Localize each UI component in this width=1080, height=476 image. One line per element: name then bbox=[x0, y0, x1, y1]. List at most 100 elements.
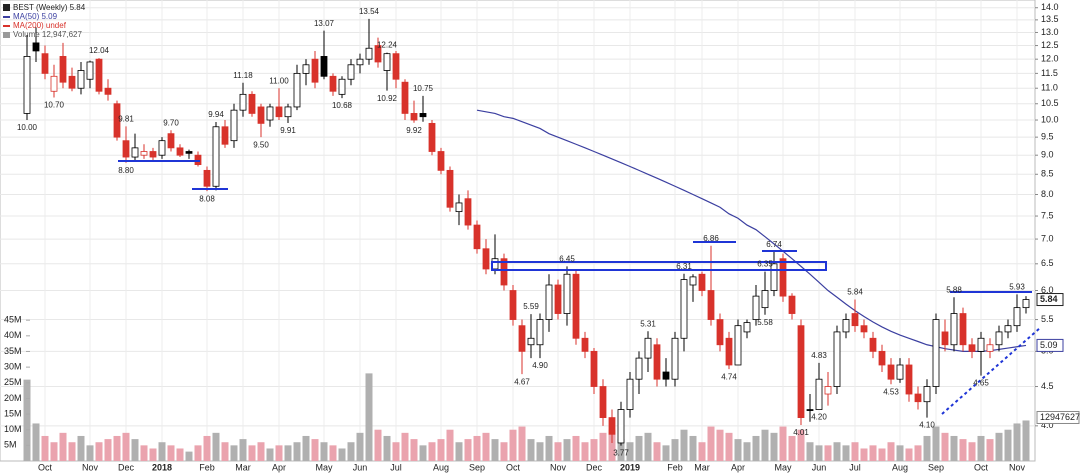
legend: BEST (Weekly) 5.84 MA(50) 5.09 MA(200) u… bbox=[3, 3, 86, 39]
volume-bar bbox=[860, 448, 868, 461]
candle-body bbox=[716, 319, 724, 346]
candle-body bbox=[230, 109, 238, 142]
volume-bar bbox=[59, 432, 67, 461]
low-label: 4.90 bbox=[532, 361, 548, 370]
high-label: 5.93 bbox=[1009, 283, 1025, 292]
candle-body bbox=[842, 319, 850, 333]
y-tick-label: 4.0 bbox=[1041, 420, 1054, 430]
candle-body bbox=[896, 364, 904, 380]
candle-body bbox=[959, 313, 967, 346]
low-label: 3.77 bbox=[613, 449, 629, 458]
volume-bar bbox=[941, 432, 949, 461]
volume-bar bbox=[482, 432, 490, 461]
candle-body bbox=[941, 331, 949, 346]
price-box-bg bbox=[1036, 293, 1064, 307]
volume-bar bbox=[698, 442, 706, 461]
volume-bar bbox=[653, 442, 661, 461]
volume-tick-label: 35M bbox=[4, 346, 22, 356]
x-tick-label: Aug bbox=[433, 462, 449, 472]
volume-bar bbox=[752, 435, 760, 461]
volume-bar bbox=[329, 445, 337, 461]
candle-body bbox=[131, 147, 139, 158]
candle-body bbox=[662, 371, 670, 380]
candle-body bbox=[149, 151, 157, 158]
volume-bar bbox=[923, 435, 931, 461]
candle-body bbox=[104, 87, 112, 95]
volume-bar bbox=[194, 445, 202, 461]
x-tick-label: May bbox=[315, 462, 333, 472]
candle-body bbox=[554, 284, 562, 314]
volume-bar bbox=[896, 445, 904, 461]
candle-body bbox=[95, 58, 103, 92]
volume-bar bbox=[959, 439, 967, 461]
candle-body bbox=[698, 273, 706, 291]
volume-bar bbox=[770, 432, 778, 461]
x-tick-label: Apr bbox=[272, 462, 286, 472]
volume-bar bbox=[950, 435, 958, 461]
volume-bar bbox=[680, 429, 688, 461]
volume-bar bbox=[500, 442, 508, 461]
low-label: 5.58 bbox=[757, 318, 773, 327]
volume-bar bbox=[338, 448, 346, 461]
candle-body bbox=[905, 364, 913, 395]
volume-bar bbox=[446, 429, 454, 461]
volume-bar bbox=[437, 439, 445, 461]
candle-body bbox=[1004, 325, 1012, 333]
candle-body bbox=[266, 106, 274, 121]
volume-bar bbox=[887, 442, 895, 461]
candle-body bbox=[167, 133, 175, 149]
candle-body bbox=[41, 53, 49, 74]
volume-bar bbox=[734, 439, 742, 461]
volume-layer bbox=[23, 373, 1030, 461]
candle-body bbox=[68, 75, 76, 89]
volume-bar bbox=[581, 442, 589, 461]
candle-body bbox=[779, 258, 787, 297]
ma-box-bg bbox=[1036, 338, 1064, 352]
high-label: 5.31 bbox=[640, 319, 656, 328]
volume-bar bbox=[167, 445, 175, 461]
price-box: 5.84 bbox=[1040, 294, 1058, 304]
volume-bar bbox=[968, 442, 976, 461]
candle-body bbox=[455, 202, 463, 213]
low-label: 9.92 bbox=[406, 126, 422, 135]
x-tick-label: Mar bbox=[694, 462, 710, 472]
volume-bar bbox=[473, 435, 481, 461]
volume-bar bbox=[761, 429, 769, 461]
candle-body bbox=[356, 58, 364, 66]
volume-bar bbox=[662, 445, 670, 461]
candle-body bbox=[887, 364, 895, 380]
y-tick-label: 11.0 bbox=[1041, 83, 1058, 93]
volume-bar bbox=[185, 451, 193, 461]
volume-bar bbox=[707, 426, 715, 461]
high-label: 12.24 bbox=[377, 41, 398, 50]
volume-bar bbox=[104, 439, 112, 461]
y-tick-label: 10.0 bbox=[1041, 114, 1059, 124]
candle-body bbox=[806, 409, 814, 411]
low-label: 4.10 bbox=[919, 421, 935, 430]
x-tick-label: Apr bbox=[731, 462, 745, 472]
candle-body bbox=[797, 325, 805, 418]
candle-body bbox=[995, 331, 1003, 346]
candle-body bbox=[590, 350, 598, 387]
volume-tick-label: 40M bbox=[4, 330, 22, 340]
legend-entry: BEST (Weekly) 5.84 bbox=[13, 3, 86, 12]
volume-bar bbox=[797, 429, 805, 461]
high-label: 6.74 bbox=[766, 240, 782, 249]
legend-icon bbox=[3, 4, 10, 11]
x-tick-label: Jun bbox=[812, 462, 827, 472]
candle-body bbox=[194, 154, 202, 165]
x-tick-label: Jul bbox=[849, 462, 861, 472]
x-tick-label: 2019 bbox=[620, 462, 640, 472]
volume-bar bbox=[536, 442, 544, 461]
candle-body bbox=[113, 103, 121, 138]
volume-bar bbox=[977, 435, 985, 461]
volume-tick-label: 30M bbox=[4, 361, 22, 371]
plot-frame bbox=[0, 0, 1036, 462]
trend-line bbox=[941, 327, 1041, 415]
volume-bar bbox=[1022, 420, 1030, 461]
volume-bar bbox=[914, 445, 922, 461]
low-label: 4.01 bbox=[793, 428, 809, 437]
candle-body bbox=[734, 325, 742, 366]
candle-body bbox=[608, 417, 616, 435]
